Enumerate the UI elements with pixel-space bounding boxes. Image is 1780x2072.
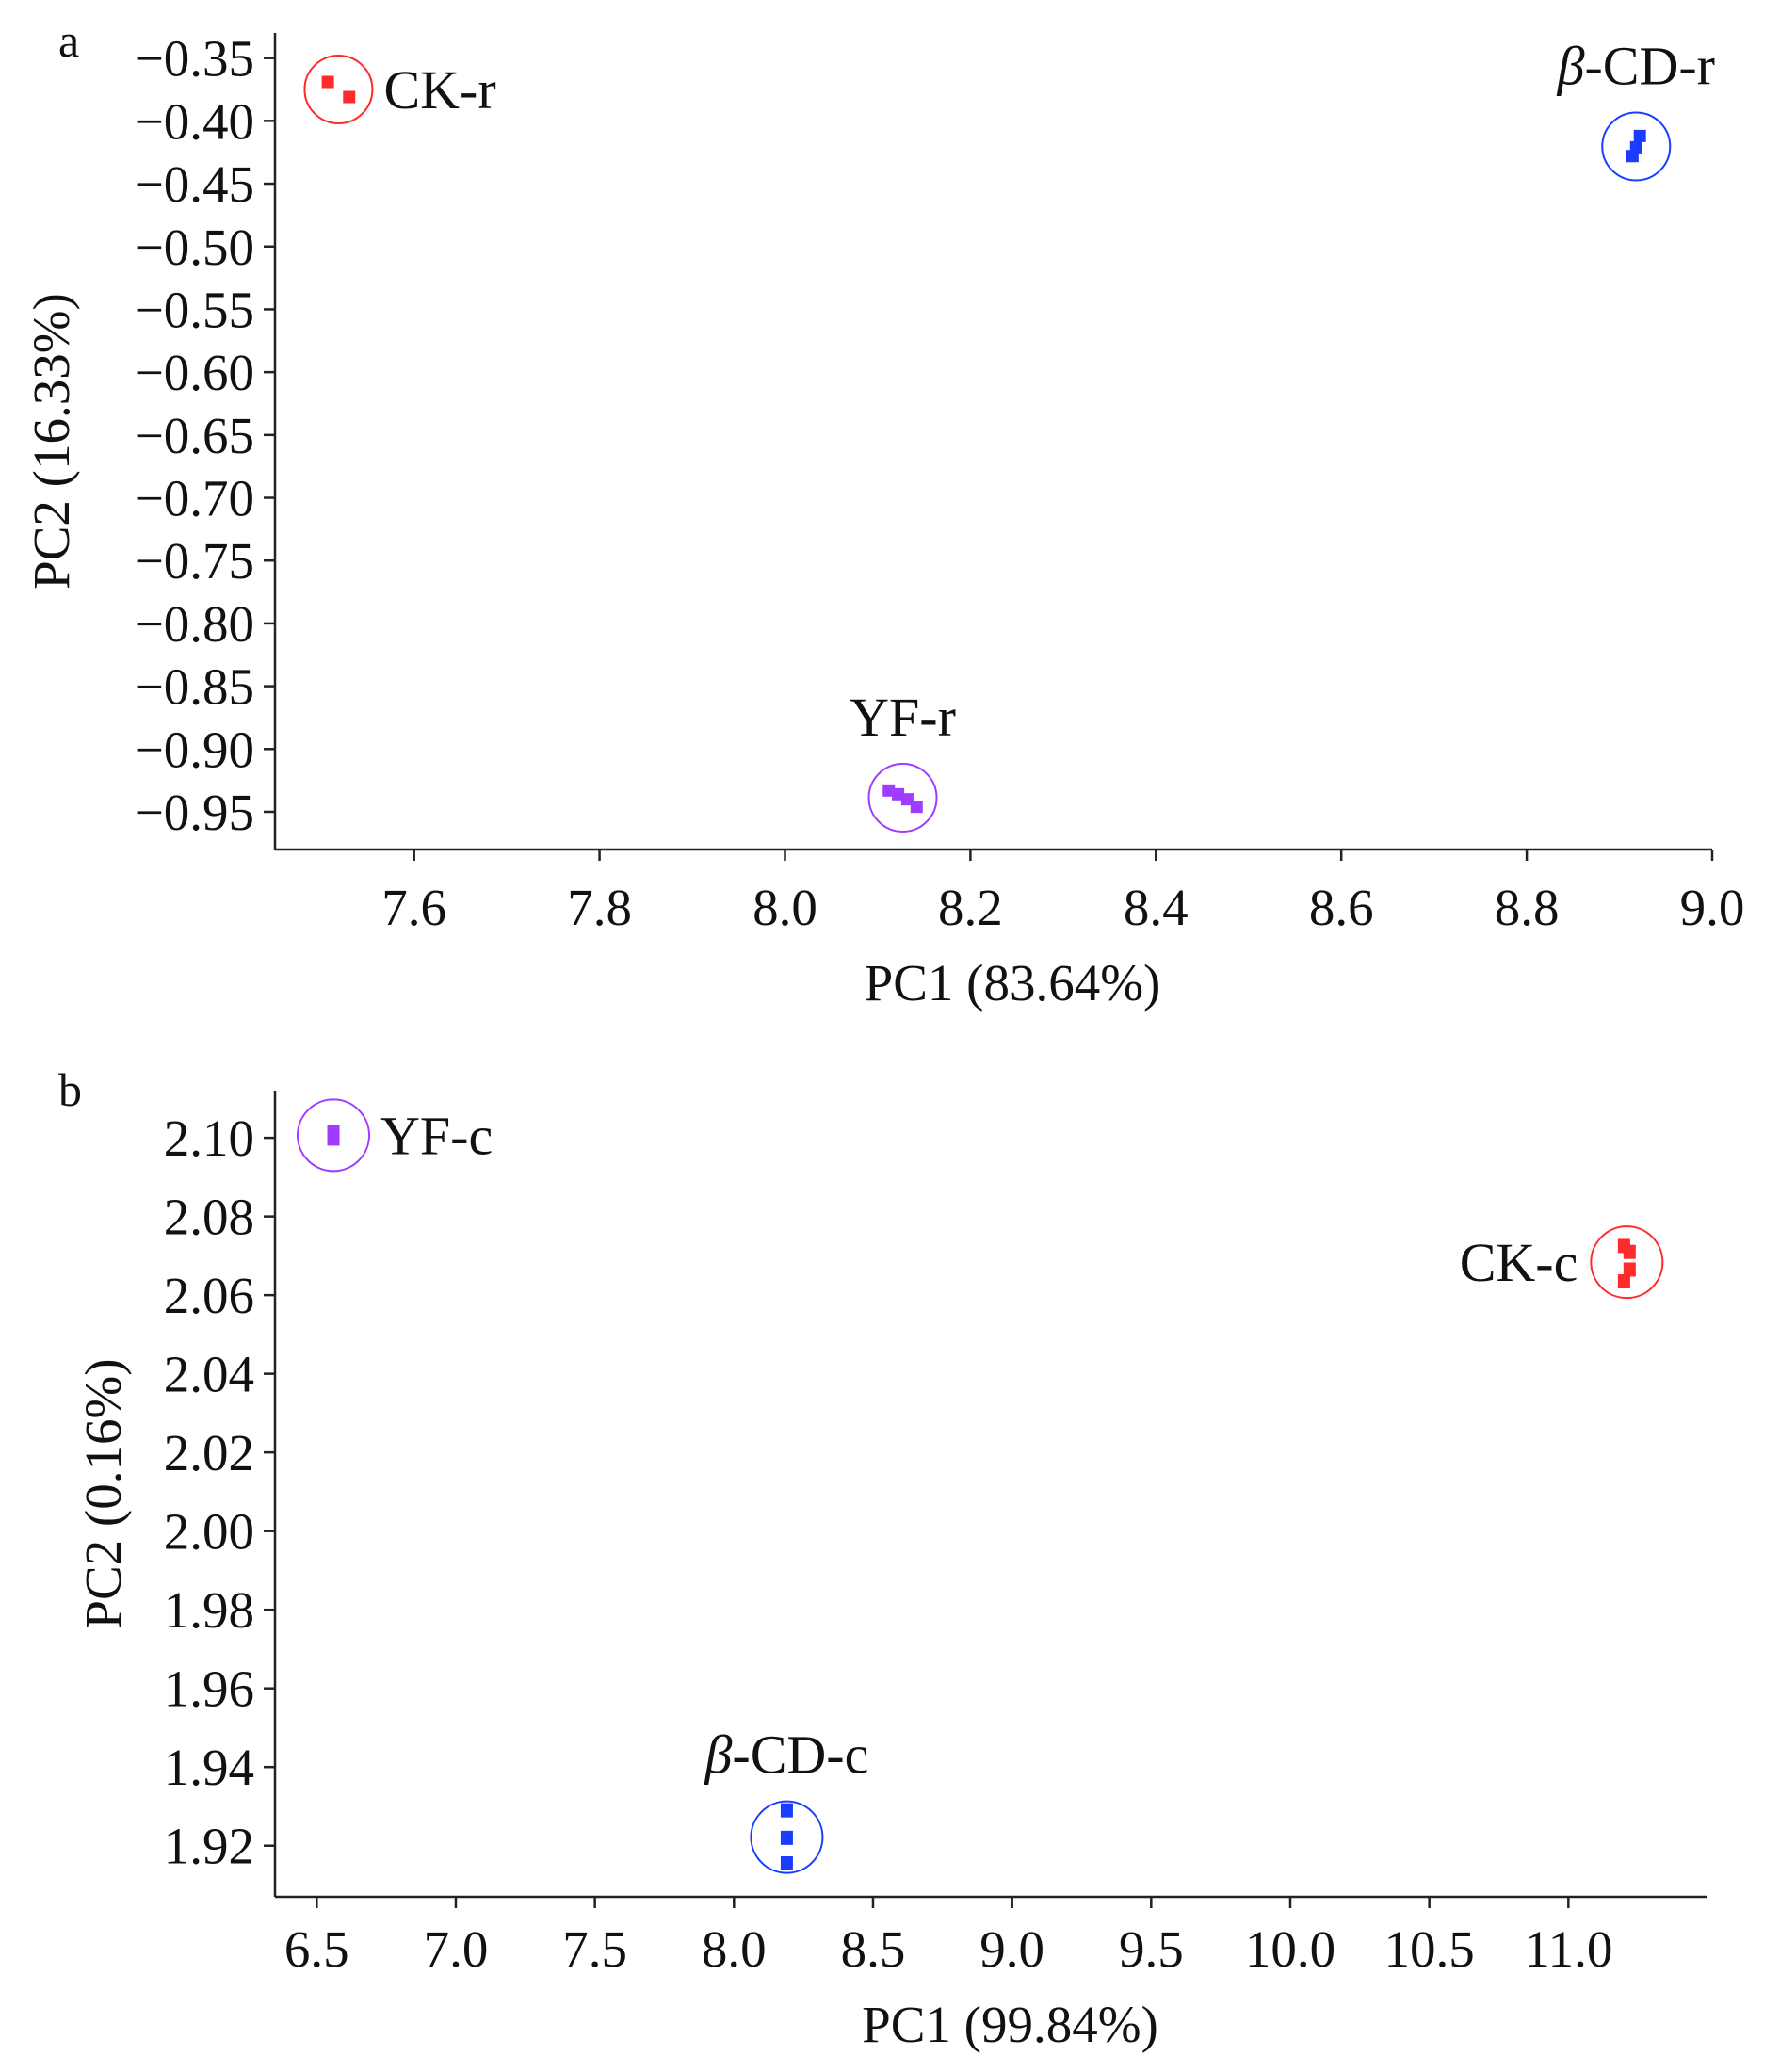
sample-point-YF	[900, 793, 914, 806]
group-ellipse-CK	[1590, 1225, 1664, 1300]
y-tick-label: −0.50	[135, 219, 254, 276]
panel-a-pca-plot: a 7.6 7.8 8.0 8.2 8.4 8.6 8.8 9.0 −0.35−0.40−0.45…	[23, 14, 1744, 1012]
y-tick-label: −0.40	[135, 92, 254, 150]
y-tick-label: −0.95	[135, 784, 254, 841]
sample-point-beta_CD	[1633, 129, 1646, 142]
y-tick-label: −0.75	[135, 532, 254, 590]
x-tick-label: 10.5	[1384, 1920, 1475, 1978]
y-tick-label: −0.60	[135, 344, 254, 401]
group-label: YF-c	[380, 1105, 493, 1166]
x-tick-label: 7.5	[562, 1920, 627, 1978]
x-tick-label: 8.6	[1309, 879, 1374, 936]
x-tick-label: 11.0	[1524, 1920, 1612, 1978]
y-axis-title: PC2 (0.16%)	[74, 1358, 132, 1628]
y-tick-label: −0.65	[135, 407, 254, 464]
panel-b-pca-plot: b 6.5 7.0 7.5 8.0 8.5 9.0 9.5 10.0 10.5 11.0 2.10 2.…	[58, 1063, 1707, 2053]
x-tick-label: 9.5	[1119, 1920, 1184, 1978]
panel-letter: a	[58, 14, 79, 67]
y-tick-label: −0.70	[135, 470, 254, 527]
sample-point-YF	[892, 787, 905, 801]
y-tick-label: 1.98	[164, 1581, 254, 1639]
sample-point-YF	[882, 784, 896, 797]
y-tick-label: 2.10	[164, 1109, 254, 1167]
y-tick-label: 1.96	[164, 1660, 254, 1718]
sample-point-beta_CD	[780, 1830, 793, 1845]
y-tick-label: −0.35	[135, 30, 254, 88]
x-tick-label: 8.0	[702, 1920, 767, 1978]
group-ellipse-YF	[867, 762, 938, 833]
sample-point-CK	[1623, 1244, 1636, 1259]
y-tick-label: −0.85	[135, 658, 254, 716]
sample-point-CK	[1617, 1274, 1630, 1289]
group-ellipse-CK	[303, 55, 374, 125]
group-ellipse-beta_CD	[750, 1800, 824, 1874]
y-tick-label: 1.92	[164, 1818, 254, 1875]
sample-point-CK	[321, 75, 334, 89]
y-tick-label: −0.45	[135, 155, 254, 213]
y-tick-label: 2.00	[164, 1503, 254, 1561]
x-tick-label: 7.6	[381, 879, 446, 936]
x-tick-label: 8.8	[1495, 879, 1560, 936]
x-tick-label: 9.0	[979, 1920, 1044, 1978]
x-tick-label: 10.0	[1245, 1920, 1335, 1978]
x-tick-label: 6.5	[284, 1920, 349, 1978]
x-tick-label: 8.0	[752, 879, 817, 936]
y-tick-label: −0.80	[135, 595, 254, 653]
y-axis-title: PC2 (16.33%)	[23, 293, 80, 590]
group-ellipse-beta_CD	[1601, 111, 1672, 182]
sample-point-YF	[327, 1131, 340, 1146]
panel-letter: b	[58, 1063, 82, 1116]
group-label: CK-c	[1460, 1232, 1578, 1293]
y-tick-label: −0.90	[135, 720, 254, 778]
x-tick-label: 7.0	[424, 1920, 489, 1978]
y-tick-label: 2.06	[164, 1267, 254, 1324]
x-tick-label: 8.2	[938, 879, 1003, 936]
group-label: β-CD-c	[704, 1724, 869, 1786]
sample-point-beta_CD	[780, 1856, 793, 1871]
x-axis-title: PC1 (99.84%)	[862, 1996, 1158, 2053]
y-tick-label: 2.04	[164, 1346, 254, 1403]
y-tick-label: −0.55	[135, 281, 254, 338]
group-label: YF-r	[850, 687, 956, 748]
x-tick-label: 9.0	[1680, 879, 1745, 936]
sample-point-beta_CD	[1626, 150, 1639, 163]
y-tick-label: 2.08	[164, 1189, 254, 1246]
x-tick-label: 7.8	[567, 879, 632, 936]
x-axis-title: PC1 (83.64%)	[865, 954, 1161, 1012]
group-label: β-CD-r	[1557, 35, 1715, 96]
group-ellipse-YF	[297, 1098, 371, 1173]
sample-point-beta_CD	[780, 1803, 793, 1818]
y-tick-label: 2.02	[164, 1424, 254, 1481]
x-tick-label: 8.5	[841, 1920, 906, 1978]
sample-point-CK	[343, 90, 356, 104]
x-tick-label: 8.4	[1124, 879, 1189, 936]
sample-point-CK	[1623, 1262, 1636, 1277]
sample-point-YF	[910, 801, 923, 814]
y-tick-label: 1.94	[164, 1739, 254, 1796]
group-label: CK-r	[383, 59, 495, 121]
